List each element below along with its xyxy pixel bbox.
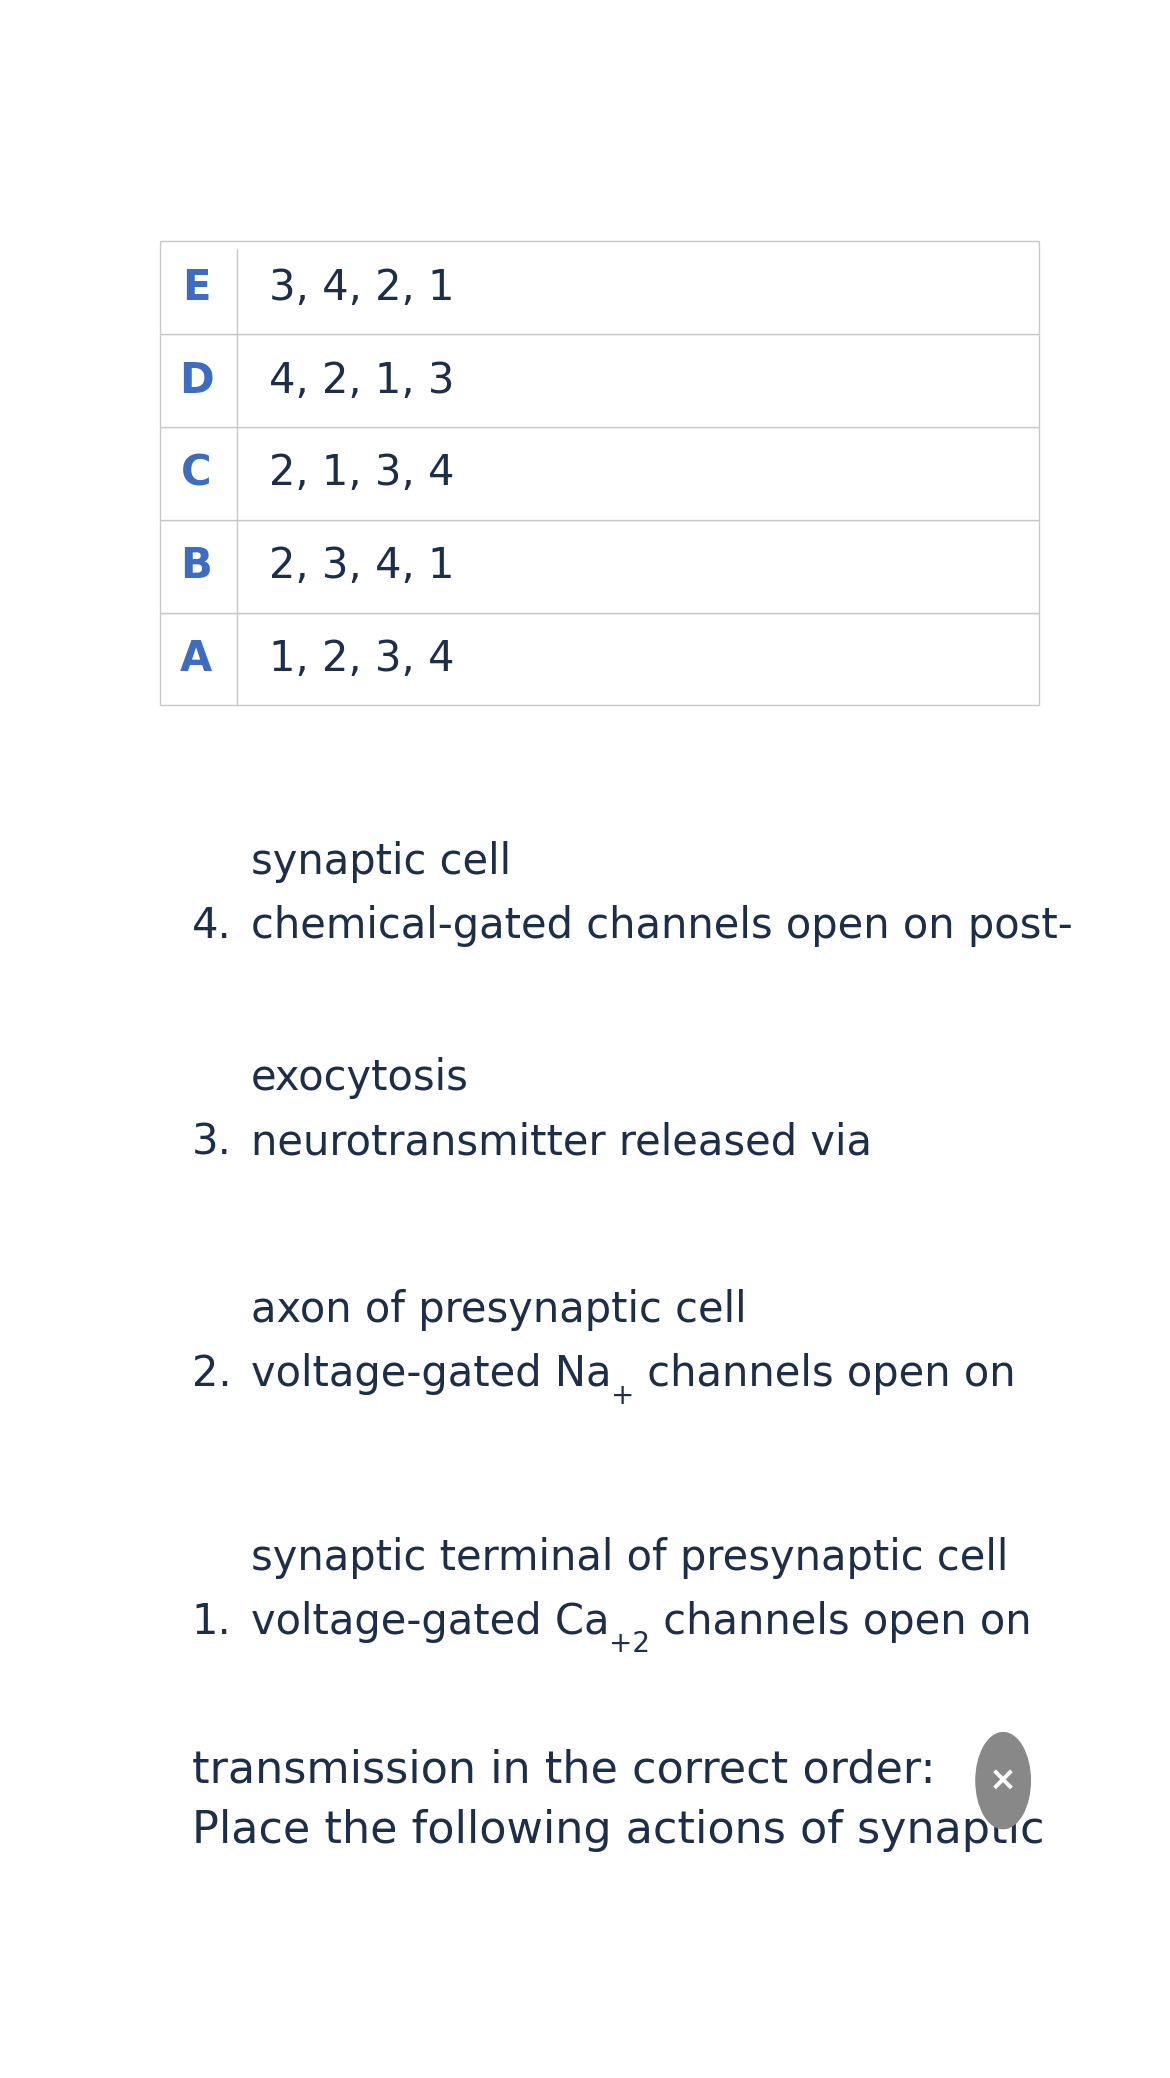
Text: +: +: [611, 1382, 634, 1411]
Text: neurotransmitter released via: neurotransmitter released via: [250, 1122, 872, 1164]
Text: C: C: [181, 453, 212, 495]
Text: ×: ×: [989, 1764, 1017, 1797]
Text: channels open on: channels open on: [634, 1353, 1016, 1396]
Text: chemical-gated channels open on post-: chemical-gated channels open on post-: [250, 906, 1072, 948]
Text: 1, 2, 3, 4: 1, 2, 3, 4: [269, 638, 454, 680]
Text: 4, 2, 1, 3: 4, 2, 1, 3: [269, 359, 454, 401]
FancyBboxPatch shape: [160, 335, 1039, 426]
Text: 4.: 4.: [192, 906, 232, 948]
Text: 3.: 3.: [192, 1122, 232, 1164]
Text: synaptic terminal of presynaptic cell: synaptic terminal of presynaptic cell: [250, 1538, 1007, 1579]
Text: transmission in the correct order:: transmission in the correct order:: [192, 1748, 935, 1791]
Text: +2: +2: [610, 1631, 651, 1658]
Text: exocytosis: exocytosis: [250, 1058, 468, 1099]
Text: E: E: [181, 266, 211, 310]
Text: 1.: 1.: [192, 1602, 232, 1644]
Text: 2, 1, 3, 4: 2, 1, 3, 4: [269, 453, 454, 495]
Text: B: B: [180, 544, 212, 588]
Text: Place the following actions of synaptic: Place the following actions of synaptic: [192, 1810, 1044, 1851]
Text: voltage-gated Ca: voltage-gated Ca: [250, 1602, 610, 1644]
Text: A: A: [180, 638, 212, 680]
Text: 2, 3, 4, 1: 2, 3, 4, 1: [269, 544, 454, 588]
Text: voltage-gated Na: voltage-gated Na: [250, 1353, 611, 1396]
FancyBboxPatch shape: [160, 426, 1039, 520]
Text: synaptic cell: synaptic cell: [250, 842, 510, 883]
Text: 3, 4, 2, 1: 3, 4, 2, 1: [269, 266, 454, 310]
Text: 2.: 2.: [192, 1353, 232, 1396]
FancyBboxPatch shape: [160, 241, 1039, 335]
FancyBboxPatch shape: [160, 520, 1039, 613]
Text: channels open on: channels open on: [651, 1602, 1032, 1644]
FancyBboxPatch shape: [160, 613, 1039, 704]
Circle shape: [976, 1733, 1031, 1829]
Text: axon of presynaptic cell: axon of presynaptic cell: [250, 1288, 746, 1332]
Text: D: D: [179, 359, 213, 401]
